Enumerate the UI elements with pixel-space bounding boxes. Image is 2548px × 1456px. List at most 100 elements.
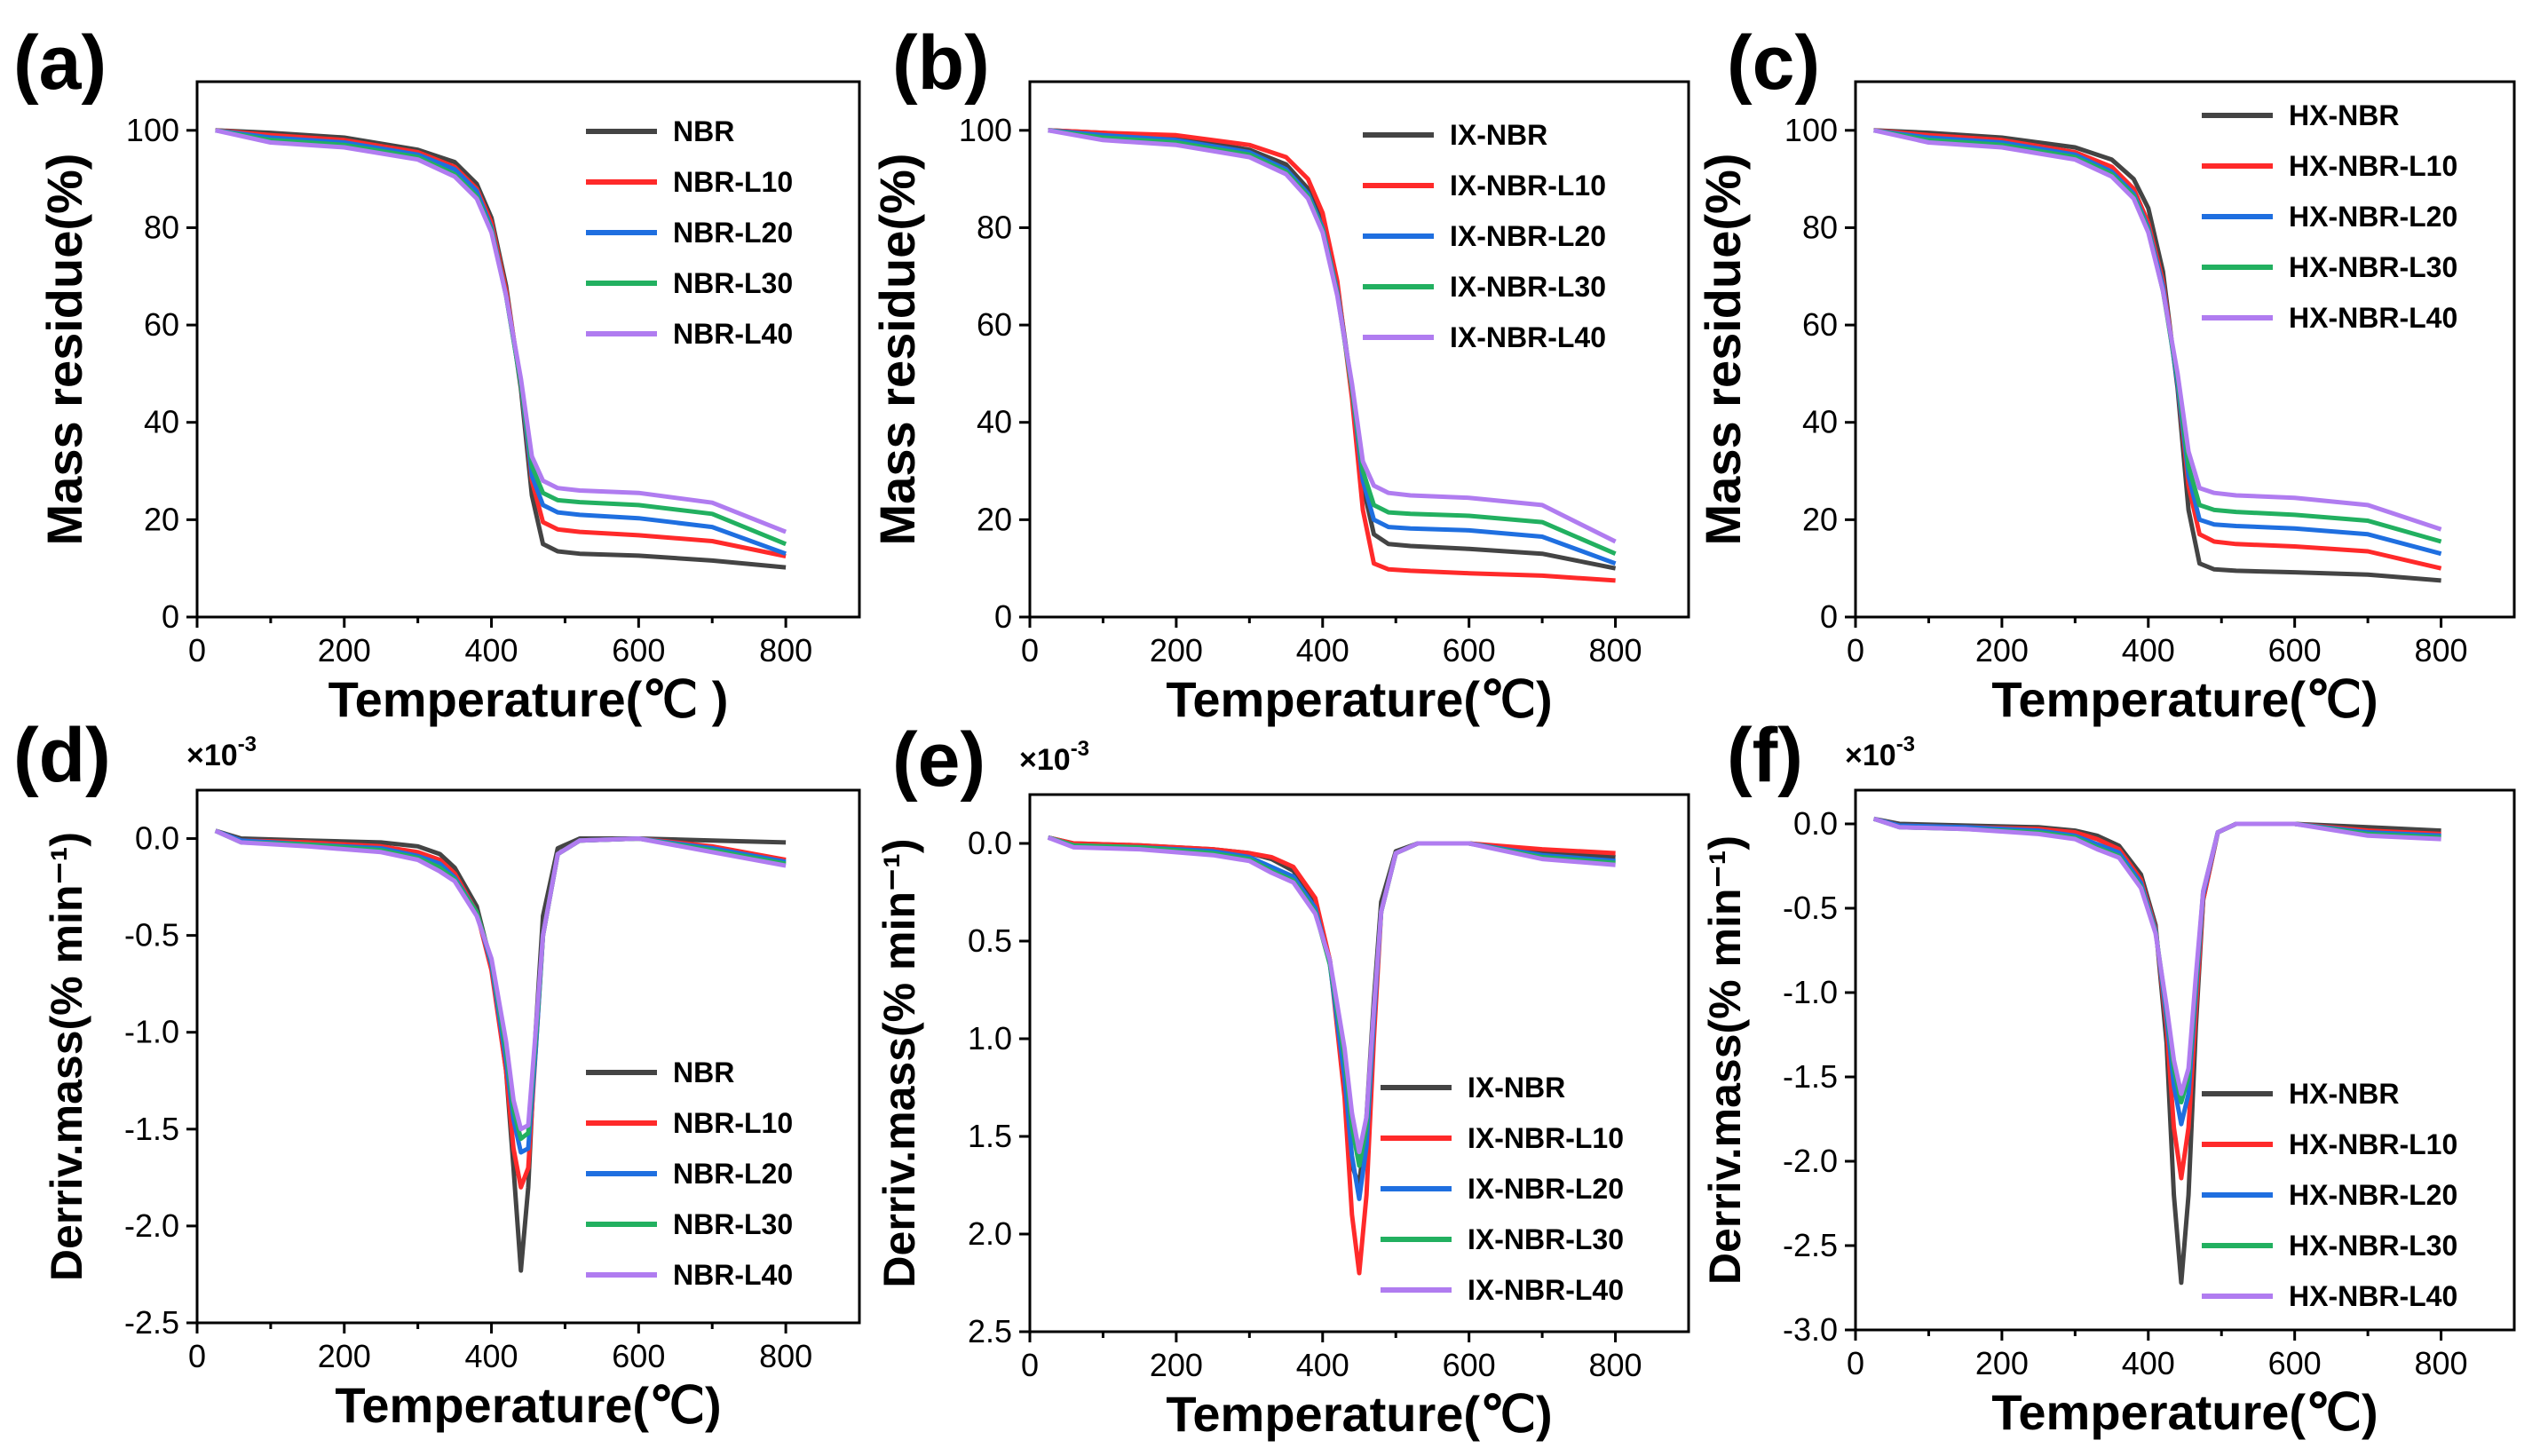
panel-a: 0 200 400 600 800 0 20 40 60 80 100 Temperature(℃ )… [13,20,861,727]
legend-label: NBR-L10 [673,166,793,198]
legend-label: HX-NBR-L30 [2289,1230,2457,1262]
legend-label: IX-NBR-L40 [1450,321,1606,353]
y-tick-label: 0.0 [968,825,1012,861]
x-tick-label: 200 [1150,632,1203,669]
y-tick-label: 60 [977,306,1012,343]
x-axis-label: Temperature(℃) [1166,671,1552,727]
series-line-IX-NBR-L30 [1047,835,1616,1168]
x-tick-label: 800 [2415,632,2468,669]
y-tick-label: -1.0 [1783,974,1838,1010]
plot-frame [1028,793,1690,1333]
legend-label: NBR-L30 [673,267,793,299]
x-tick-label: 400 [2122,632,2175,669]
legend-label: IX-NBR-L10 [1450,170,1606,202]
x-tick-label: 400 [2122,1345,2175,1381]
x-axis-label: Temperature(℃ ) [328,671,729,727]
panel-b: 0 200 400 600 800 0 20 40 60 80 100 Temperature(℃) M… [869,20,1690,727]
panel-label: (f) [1727,713,1803,798]
legend-label: HX-NBR-L10 [2289,150,2457,182]
y-tick-label: 0 [162,598,179,635]
y-tick-label: -2.0 [1783,1143,1838,1179]
y-tick-label: 100 [959,112,1012,148]
y-tick-label: -3.0 [1783,1311,1838,1348]
y-axis-label: Derriv.mass(% min⁻¹) [874,838,924,1287]
y-tick-label: 60 [144,306,179,343]
axis-multiplier: ×10-3 [1845,732,1915,772]
y-tick-label: 40 [144,404,179,440]
legend-label: NBR-L40 [673,318,793,350]
panel-label: (e) [892,717,985,803]
panel-label: (b) [892,20,990,106]
legend-label: HX-NBR [2289,1078,2399,1110]
series-line-NBR-L40 [215,128,787,534]
x-axis-label: Temperature(℃) [1991,671,2378,727]
legend-label: HX-NBR-L40 [2289,302,2457,334]
legend-label: NBR-L40 [673,1259,793,1291]
x-axis-label: Temperature(℃) [1991,1384,2378,1440]
legend-label: NBR-L20 [673,217,793,249]
legend-label: IX-NBR-L20 [1450,220,1606,252]
y-tick-label: -0.5 [1783,890,1838,926]
series-line-HX-NBR-L30 [1873,128,2442,544]
series-line-HX-NBR-L40 [1873,128,2442,532]
y-tick-label: 40 [977,404,1012,440]
legend-label: HX-NBR-L30 [2289,251,2457,283]
x-tick-label: 200 [318,1338,371,1374]
y-tick-label: -1.0 [124,1014,179,1050]
legend-label: HX-NBR-L40 [2289,1280,2457,1312]
plot-frame [195,788,861,1325]
plot-frame [195,80,861,619]
series-line-HX-NBR-L20 [1873,128,2442,557]
x-axis-label: Temperature(℃) [1166,1386,1552,1442]
x-tick-label: 0 [188,632,206,669]
x-tick-label: 0 [1847,632,1864,669]
legend-label: HX-NBR-L10 [2289,1128,2457,1160]
legend-label: NBR [673,115,734,147]
panel-label: (d) [13,713,111,798]
y-tick-label: 80 [144,209,179,245]
y-tick-label: 2.0 [968,1215,1012,1252]
x-tick-label: 600 [2268,632,2322,669]
x-tick-label: 400 [1296,1347,1349,1383]
y-tick-label: 0 [1820,598,1838,635]
legend-label: IX-NBR-L40 [1468,1274,1624,1306]
x-tick-label: 600 [1443,1347,1496,1383]
plot-frame [1028,80,1690,619]
y-tick-label: -1.5 [124,1111,179,1147]
axis-multiplier: ×10-3 [186,732,257,772]
y-tick-label: 0 [994,598,1012,635]
y-axis-label: Mass residue(%) [36,154,92,546]
series-line-IX-NBR-L40 [1047,835,1616,1155]
y-tick-label: -2.5 [1783,1227,1838,1263]
y-tick-label: -2.5 [124,1304,179,1341]
y-tick-label: 40 [1802,404,1838,440]
y-tick-label: -0.5 [124,917,179,954]
x-tick-label: 600 [612,1338,665,1374]
y-axis-label: Mass residue(%) [869,154,925,546]
y-tick-label: 0.0 [1793,805,1838,842]
panel-f: 0 200 400 600 800 0.0 -0.5 -1.0 -1.5 -2.0 -2.5 -3.0… [1700,713,2516,1440]
x-tick-label: 200 [318,632,371,669]
x-tick-label: 600 [612,632,665,669]
y-tick-label: 0.5 [968,922,1012,959]
legend-label: IX-NBR-L10 [1468,1122,1624,1154]
x-tick-label: 800 [759,1338,812,1374]
x-tick-label: 400 [465,632,518,669]
x-tick-label: 800 [759,632,812,669]
legend-label: NBR-L30 [673,1208,793,1240]
x-tick-label: 800 [1589,632,1642,669]
x-tick-label: 200 [1150,1347,1203,1383]
y-tick-label: 20 [1802,501,1838,537]
x-tick-label: 800 [1589,1347,1642,1383]
y-axis-label: Mass residue(%) [1695,154,1751,546]
x-tick-label: 0 [1021,1347,1039,1383]
y-tick-label: 20 [144,501,179,537]
y-tick-label: 1.0 [968,1020,1012,1056]
y-tick-label: 60 [1802,306,1838,343]
y-axis-label: Derriv.mass(% min⁻¹) [42,832,91,1281]
legend-label: HX-NBR-L20 [2289,1179,2457,1211]
legend-label: IX-NBR-L20 [1468,1173,1624,1205]
x-tick-label: 600 [1443,632,1496,669]
x-tick-label: 0 [188,1338,206,1374]
